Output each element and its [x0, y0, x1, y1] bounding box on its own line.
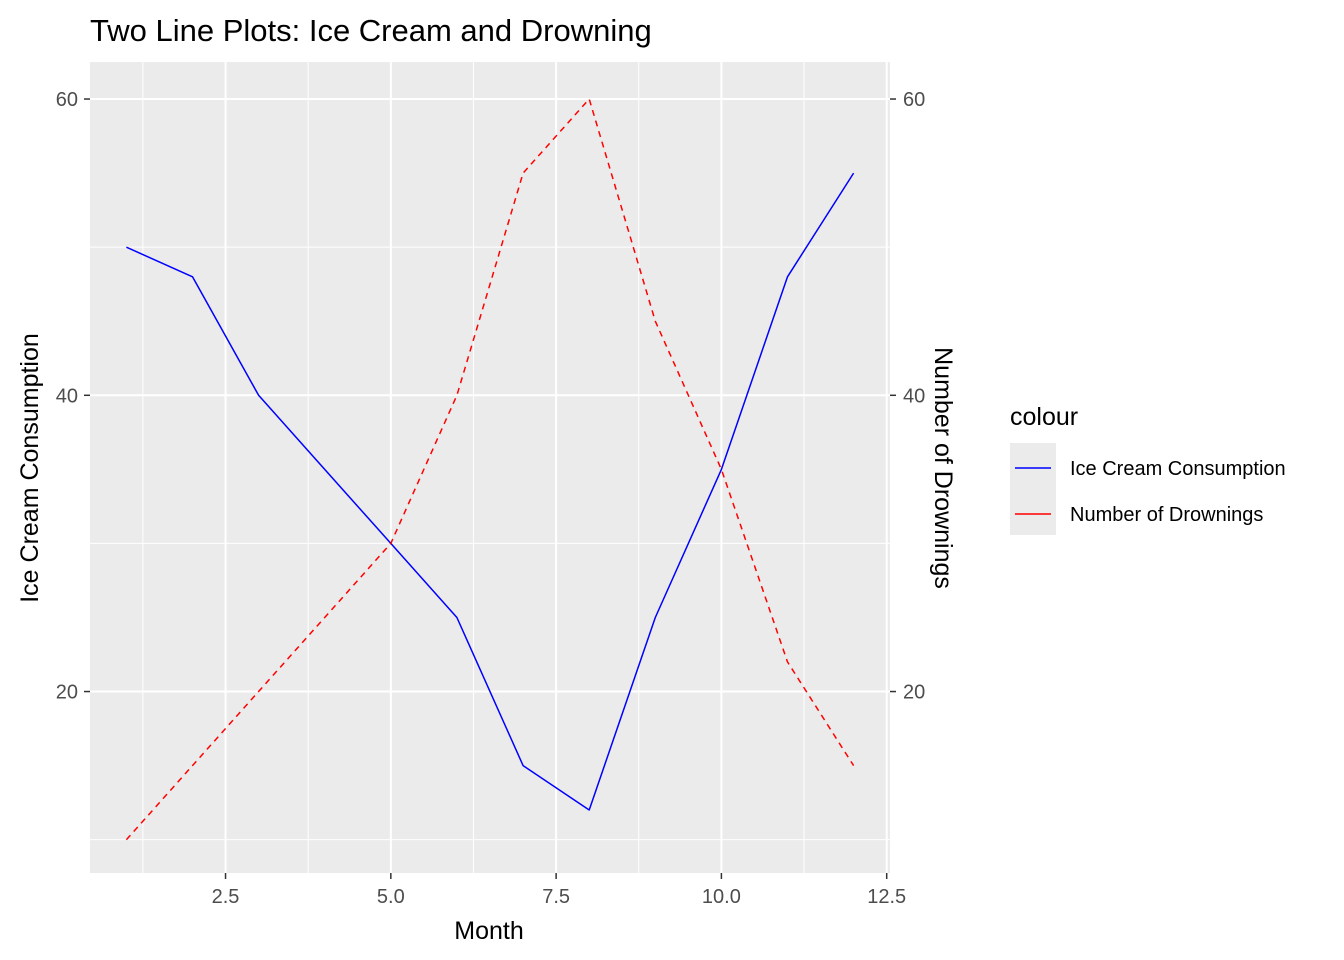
y2-axis-title: Number of Drownings — [929, 347, 957, 589]
legend: colour Ice Cream Consumption Number of D… — [1010, 403, 1286, 535]
y-axis-title: Ice Cream Consumption — [16, 333, 44, 603]
legend-title: colour — [1010, 403, 1078, 431]
x-tick-label: 5.0 — [377, 886, 405, 908]
x-tick-label: 12.5 — [867, 886, 906, 908]
panel-background — [90, 62, 890, 873]
y2-tick-label: 20 — [903, 682, 925, 704]
x-tick-label: 7.5 — [542, 886, 570, 908]
y-tick-label: 40 — [56, 385, 78, 407]
series-line-drownings — [125, 98, 855, 841]
legend-label-drownings: Number of Drownings — [1070, 504, 1263, 526]
series-line-ice-cream — [126, 172, 855, 811]
y2-tick-label: 60 — [903, 89, 925, 111]
legend-label-ice-cream: Ice Cream Consumption — [1070, 458, 1286, 480]
y-tick-label: 20 — [56, 682, 78, 704]
legend-key-background — [1010, 443, 1056, 535]
x-tick-label: 2.5 — [212, 886, 240, 908]
plot-panel: 2.5 5.0 7.5 10.0 12.5 20 40 60 20 40 60 — [56, 62, 925, 908]
x-tick-label: 10.0 — [702, 886, 741, 908]
y-tick-label: 60 — [56, 89, 78, 111]
y2-tick-label: 40 — [903, 385, 925, 407]
chart-title: Two Line Plots: Ice Cream and Drowning — [90, 13, 652, 48]
x-axis-title: Month — [454, 917, 523, 945]
